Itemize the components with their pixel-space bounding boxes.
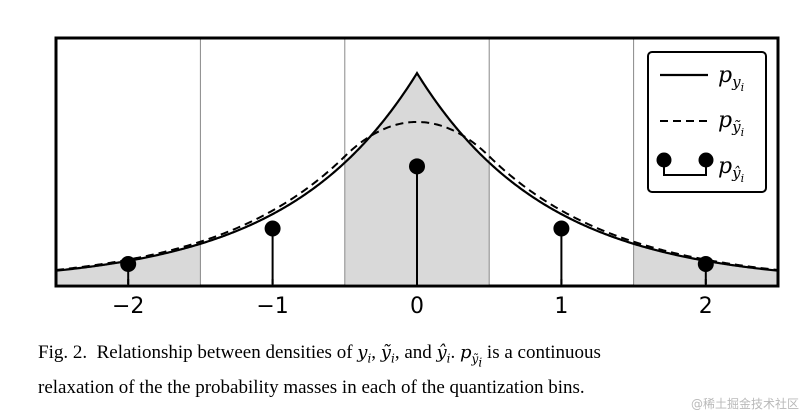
x-tick-label-2: 0 [410, 294, 424, 319]
stem-marker-2 [697, 256, 714, 273]
legend-label-p-y: pyi [718, 63, 744, 94]
legend: pyi pỹi pŷi [647, 51, 767, 193]
legend-label-p-ytilde: pỹi [718, 108, 744, 139]
caption-line-2: relaxation of the the probability masses… [38, 376, 585, 398]
figure-caption: Fig. 2. Relationship between densities o… [38, 340, 798, 401]
x-tick-label-1: −1 [256, 294, 288, 319]
caption-prefix: Fig. 2. [38, 342, 88, 363]
x-tick-label-0: −2 [112, 294, 144, 319]
figure-chart: −2 −1 0 1 2 pyi pỹi pŷi [54, 36, 780, 319]
math-yhat: ŷi [436, 342, 451, 366]
caption-line-1: Fig. 2. Relationship between densities o… [38, 342, 601, 369]
caption-text-a: Relationship between densities of [96, 342, 353, 363]
caption-and: , and [394, 342, 432, 363]
math-y: yi [357, 342, 372, 366]
caption-text-b: is a continuous [486, 342, 601, 363]
watermark: @稀土掘金技术社区 [690, 397, 799, 411]
density-curve-p-y [55, 71, 779, 272]
x-axis-ticks: −2 −1 0 1 2 [112, 279, 713, 319]
stem-marker-0 [409, 158, 425, 175]
legend-stem-swatch [656, 152, 714, 176]
math-ytilde: ỹi [380, 342, 395, 366]
density-curve-p-ytilde [55, 120, 779, 271]
legend-label-p-yhat: pŷi [718, 154, 744, 185]
stem-marker--1 [264, 220, 281, 237]
x-tick-label-3: 1 [554, 294, 568, 319]
stem-marker--2 [120, 256, 137, 273]
math-p-ytilde: pỹi [460, 342, 483, 369]
stem-marker-1 [553, 220, 570, 237]
x-tick-label-4: 2 [699, 294, 713, 319]
probability-mass-stems [120, 158, 714, 284]
